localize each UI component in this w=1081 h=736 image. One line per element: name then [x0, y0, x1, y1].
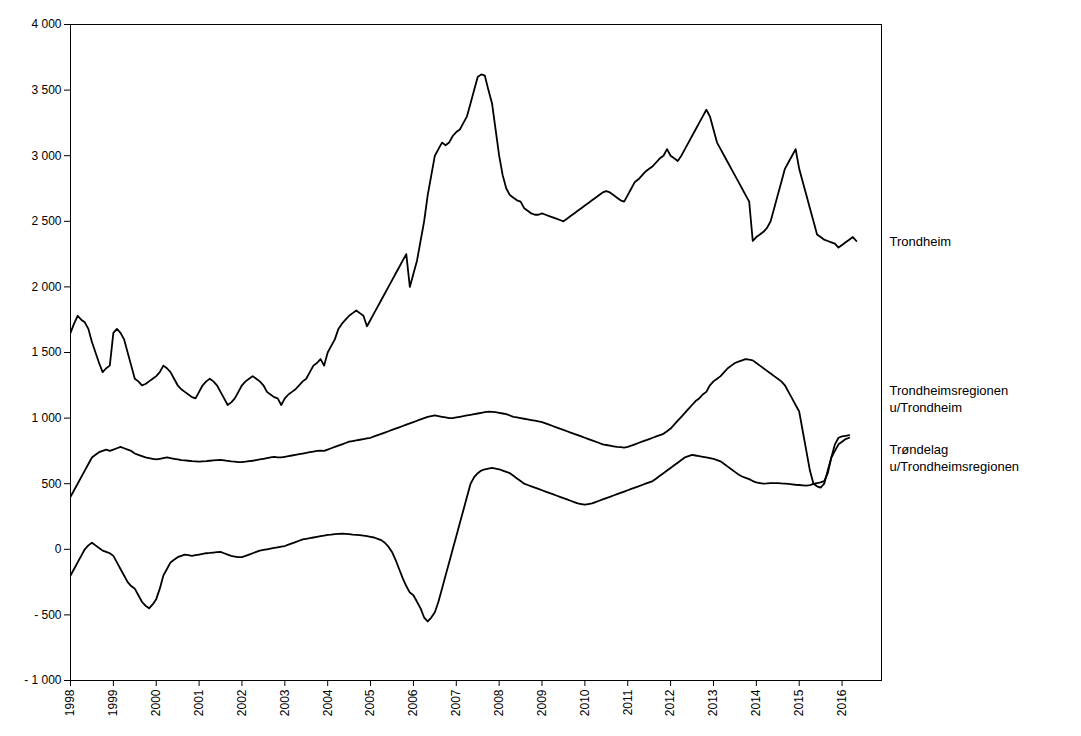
svg-text:2012: 2012: [663, 689, 677, 716]
svg-text:Trondheim: Trondheim: [890, 234, 952, 249]
svg-text:2001: 2001: [192, 689, 206, 716]
svg-text:- 500: - 500: [34, 608, 62, 622]
svg-text:2007: 2007: [449, 689, 463, 716]
svg-text:500: 500: [41, 477, 61, 491]
svg-text:2003: 2003: [278, 689, 292, 716]
svg-text:2013: 2013: [706, 689, 720, 716]
svg-text:0: 0: [55, 542, 62, 556]
svg-text:2006: 2006: [406, 689, 420, 716]
svg-text:1 500: 1 500: [31, 345, 61, 359]
svg-text:2014: 2014: [749, 689, 763, 716]
svg-text:2002: 2002: [235, 689, 249, 716]
svg-text:2015: 2015: [792, 689, 806, 716]
svg-text:1998: 1998: [63, 689, 77, 716]
svg-text:2016: 2016: [835, 689, 849, 716]
svg-text:2 000: 2 000: [31, 280, 61, 294]
svg-text:3 500: 3 500: [31, 83, 61, 97]
svg-text:2000: 2000: [149, 689, 163, 716]
svg-text:2005: 2005: [363, 689, 377, 716]
svg-text:4 000: 4 000: [31, 17, 61, 31]
svg-text:1 000: 1 000: [31, 411, 61, 425]
svg-text:3 000: 3 000: [31, 149, 61, 163]
svg-text:Trondheimsregionenu/Trondheim: Trondheimsregionenu/Trondheim: [890, 383, 1009, 415]
svg-text:2004: 2004: [321, 689, 335, 716]
svg-text:2008: 2008: [492, 689, 506, 716]
svg-text:- 1 000: - 1 000: [24, 673, 62, 687]
svg-text:2010: 2010: [578, 689, 592, 716]
svg-text:Trøndelagu/Trondheimsregionen: Trøndelagu/Trondheimsregionen: [890, 442, 1020, 474]
svg-text:1999: 1999: [106, 689, 120, 716]
svg-text:2011: 2011: [621, 689, 635, 715]
svg-text:2009: 2009: [535, 689, 549, 716]
svg-text:2 500: 2 500: [31, 214, 61, 228]
